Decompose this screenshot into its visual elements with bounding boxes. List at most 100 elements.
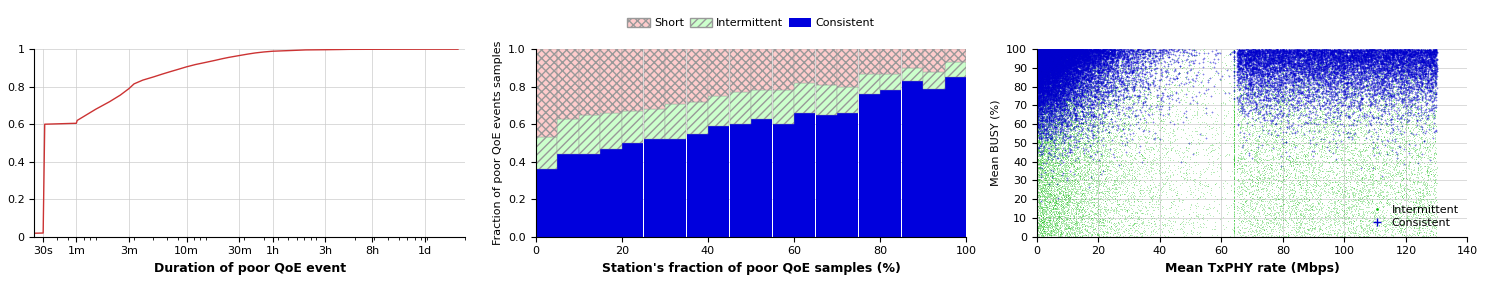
- Intermittent: [1262, 81, 1286, 85]
- Consistent: [1338, 90, 1362, 95]
- Intermittent: [1071, 120, 1094, 124]
- Consistent: [1059, 99, 1083, 103]
- Consistent: [1421, 105, 1445, 110]
- Intermittent: [1103, 186, 1127, 191]
- Intermittent: [1035, 65, 1059, 70]
- Intermittent: [1350, 219, 1374, 223]
- Consistent: [1265, 114, 1289, 119]
- Intermittent: [1280, 111, 1304, 116]
- Intermittent: [1044, 180, 1068, 184]
- Intermittent: [1029, 207, 1053, 211]
- Intermittent: [1391, 177, 1415, 182]
- Intermittent: [1086, 210, 1109, 215]
- Intermittent: [1035, 128, 1059, 132]
- Intermittent: [1380, 155, 1403, 160]
- Consistent: [1028, 49, 1051, 54]
- Intermittent: [1032, 89, 1056, 94]
- Consistent: [1397, 99, 1421, 103]
- Consistent: [1026, 51, 1050, 55]
- Intermittent: [1105, 187, 1129, 191]
- Consistent: [1031, 58, 1054, 62]
- Consistent: [1065, 48, 1089, 53]
- Consistent: [1068, 104, 1091, 108]
- Consistent: [1334, 58, 1357, 63]
- Intermittent: [1041, 175, 1065, 180]
- Consistent: [1233, 47, 1256, 52]
- Consistent: [1289, 88, 1313, 93]
- Consistent: [1126, 62, 1149, 67]
- Consistent: [1056, 50, 1080, 55]
- Consistent: [1390, 78, 1414, 83]
- Intermittent: [1035, 136, 1059, 141]
- Consistent: [1056, 47, 1080, 51]
- Consistent: [1096, 68, 1120, 73]
- Intermittent: [1026, 211, 1050, 215]
- Intermittent: [1351, 233, 1375, 238]
- Consistent: [1339, 50, 1363, 54]
- Intermittent: [1091, 98, 1115, 103]
- Intermittent: [1108, 204, 1132, 208]
- Intermittent: [1083, 111, 1106, 115]
- Consistent: [1029, 61, 1053, 65]
- Consistent: [1026, 48, 1050, 52]
- Intermittent: [1123, 213, 1146, 218]
- Consistent: [1308, 49, 1332, 53]
- Consistent: [1326, 49, 1350, 54]
- Intermittent: [1390, 161, 1414, 166]
- Intermittent: [1127, 215, 1151, 219]
- Intermittent: [1139, 195, 1163, 200]
- Intermittent: [1231, 76, 1255, 81]
- Consistent: [1399, 51, 1423, 56]
- Intermittent: [1400, 131, 1424, 136]
- Consistent: [1384, 53, 1408, 58]
- Consistent: [1417, 79, 1440, 83]
- Intermittent: [1029, 178, 1053, 182]
- Consistent: [1041, 63, 1065, 68]
- Intermittent: [1329, 160, 1353, 165]
- Consistent: [1409, 62, 1433, 67]
- Intermittent: [1255, 80, 1279, 85]
- Consistent: [1332, 57, 1356, 62]
- Consistent: [1045, 74, 1069, 79]
- Consistent: [1048, 53, 1072, 58]
- Consistent: [1041, 78, 1065, 83]
- Intermittent: [1238, 107, 1262, 112]
- Intermittent: [1089, 207, 1112, 212]
- Intermittent: [1411, 136, 1435, 141]
- Intermittent: [1408, 66, 1432, 70]
- Intermittent: [1060, 132, 1084, 136]
- Intermittent: [1320, 96, 1344, 101]
- Consistent: [1031, 47, 1054, 52]
- Intermittent: [1081, 115, 1105, 120]
- Consistent: [1311, 58, 1335, 63]
- Intermittent: [1347, 166, 1371, 170]
- Consistent: [1287, 55, 1311, 60]
- Consistent: [1045, 50, 1069, 54]
- Intermittent: [1040, 203, 1063, 207]
- Intermittent: [1135, 92, 1158, 96]
- Intermittent: [1387, 215, 1411, 219]
- Consistent: [1415, 63, 1439, 67]
- Intermittent: [1302, 161, 1326, 165]
- Intermittent: [1279, 198, 1302, 203]
- Intermittent: [1391, 166, 1415, 170]
- Intermittent: [1388, 183, 1412, 188]
- Intermittent: [1050, 228, 1074, 232]
- Intermittent: [1048, 60, 1072, 65]
- Intermittent: [1075, 92, 1099, 97]
- Consistent: [1038, 51, 1062, 56]
- Intermittent: [1277, 211, 1301, 215]
- Consistent: [1051, 94, 1075, 98]
- Consistent: [1031, 91, 1054, 95]
- Consistent: [1302, 60, 1326, 64]
- Intermittent: [1179, 191, 1203, 196]
- Consistent: [1029, 57, 1053, 61]
- Intermittent: [1060, 87, 1084, 92]
- Consistent: [1338, 79, 1362, 84]
- Consistent: [1371, 62, 1394, 66]
- Intermittent: [1259, 107, 1283, 112]
- Intermittent: [1065, 108, 1089, 113]
- Intermittent: [1271, 182, 1295, 186]
- Intermittent: [1044, 105, 1068, 110]
- Consistent: [1311, 49, 1335, 54]
